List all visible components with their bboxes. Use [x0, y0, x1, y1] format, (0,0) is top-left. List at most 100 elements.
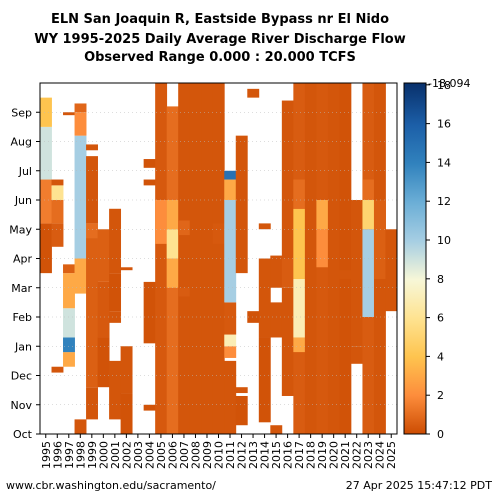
colorbar-tick-label: 14 — [437, 156, 451, 169]
heatmap-cell — [143, 179, 156, 186]
heatmap-cell — [235, 395, 248, 426]
heatmap-cell — [63, 112, 75, 116]
x-tick-label: 2003 — [132, 441, 145, 469]
heatmap-cell — [74, 258, 87, 294]
heatmap-cell — [74, 112, 87, 136]
heatmap-cell — [86, 156, 98, 224]
heatmap-cell — [224, 302, 237, 335]
heatmap-cell — [270, 255, 283, 288]
heatmap-cell — [270, 425, 283, 435]
y-tick-label: Aug — [11, 136, 32, 149]
colorbar-max-label: -18.094 — [428, 77, 470, 90]
x-tick-label: 1997 — [63, 441, 76, 469]
heatmap-cell — [258, 337, 271, 423]
x-tick-label: 1998 — [74, 441, 87, 469]
heatmap-cell — [189, 83, 202, 434]
heatmap-cells — [40, 83, 398, 435]
heatmap-cell — [143, 404, 156, 411]
chart-title-line-2: WY 1995-2025 Daily Average River Dischar… — [34, 32, 406, 47]
heatmap-cell — [327, 83, 340, 434]
heatmap-cell — [97, 337, 110, 388]
heatmap-cell — [51, 185, 64, 201]
colorbar-ticks: 0 2 4 6 8 10 12 14 16 18-18.094 — [426, 77, 470, 441]
x-tick-label: 2014 — [259, 441, 272, 469]
heatmap-cell — [362, 200, 375, 230]
heatmap-cell — [109, 273, 122, 312]
heatmap-cell — [166, 229, 179, 259]
heatmap-cell — [258, 223, 271, 230]
y-tick-label: Sep — [11, 106, 32, 119]
x-tick-label: 2001 — [109, 441, 122, 469]
heatmap-cell — [109, 208, 122, 274]
x-tick-label: 2019 — [316, 441, 329, 469]
heatmap-cell — [281, 258, 294, 288]
heatmap-cell — [258, 258, 271, 338]
heatmap-cell — [281, 100, 294, 259]
heatmap-cell — [97, 281, 110, 338]
heatmap-cell — [74, 103, 87, 113]
heatmap-cell — [178, 287, 191, 297]
heatmap-cell — [212, 83, 225, 434]
chart-title-line-3: Observed Range 0.000 : 20.000 TCFS — [84, 50, 356, 65]
heatmap-cell — [51, 223, 64, 247]
x-tick-label: 2009 — [201, 441, 214, 469]
heatmap-cell — [350, 200, 363, 347]
heatmap-cell — [293, 278, 306, 338]
colorbar-tick-label: 18 — [437, 79, 451, 92]
heatmap-cell — [120, 267, 133, 271]
colorbar-tick-label: 4 — [437, 350, 444, 363]
x-tick-label: 2015 — [270, 441, 283, 469]
colorbar-tick-label: 2 — [437, 389, 444, 402]
y-tick-label: Oct — [13, 428, 33, 441]
x-tick-label: 2025 — [385, 441, 398, 469]
x-tick-label: 2004 — [143, 441, 156, 469]
x-tick-label: 2016 — [282, 441, 295, 469]
heatmap-cell — [155, 83, 168, 434]
y-tick-label: Jun — [14, 194, 32, 207]
colorbar-tick-label: 16 — [437, 118, 451, 131]
x-tick-label: 1999 — [86, 441, 99, 469]
colorbar-tick-label: 10 — [437, 234, 451, 247]
heatmap-cell — [51, 179, 64, 186]
x-tick-label: 2005 — [155, 441, 168, 469]
colorbar-tick-label: 12 — [437, 195, 451, 208]
x-tick-label: 2021 — [339, 441, 352, 469]
colorbar — [403, 82, 427, 435]
x-tick-label: 2017 — [293, 441, 306, 469]
heatmap-cell — [212, 223, 225, 244]
y-tick-label: Jul — [18, 165, 32, 178]
y-tick-label: May — [9, 223, 32, 236]
heatmap-cell — [224, 346, 237, 358]
heatmap-cell — [63, 264, 75, 274]
chart-title-line-1: ELN San Joaquin R, Eastside Bypass nr El… — [50, 12, 390, 27]
x-tick-label: 2010 — [213, 441, 226, 469]
heatmap-cell — [281, 287, 294, 396]
heatmap-cell — [247, 88, 260, 98]
heatmap-cell — [155, 200, 168, 244]
heatmap-cell — [235, 135, 248, 274]
heatmap-cell — [224, 179, 237, 200]
heatmap-cell — [120, 393, 133, 434]
heatmap-cell — [40, 126, 52, 180]
x-tick-label: 2012 — [236, 441, 249, 469]
heatmap-cell — [51, 200, 64, 224]
heatmap-cell — [109, 311, 122, 323]
heatmap-cell — [385, 229, 398, 312]
heatmap-cell — [224, 170, 237, 180]
y-tick-label: Jan — [14, 340, 32, 353]
footer-url: www.cbr.washington.edu/sacramento/ — [6, 479, 216, 492]
x-tick-label: 2022 — [351, 441, 364, 469]
heatmap-cell — [362, 179, 375, 200]
heatmap-cell — [40, 223, 52, 274]
heatmap-cell — [86, 387, 98, 420]
heatmap-cell — [293, 337, 306, 353]
x-tick-label: 2020 — [328, 441, 341, 469]
heatmap-cell — [86, 223, 98, 239]
colorbar-tick-label: 6 — [437, 312, 444, 325]
y-tick-label: Mar — [11, 282, 32, 295]
colorbar-tick-label: 8 — [437, 273, 444, 286]
heatmap-cell — [51, 366, 64, 373]
x-tick-label: 2023 — [362, 441, 375, 469]
heatmap-cell — [316, 229, 329, 268]
